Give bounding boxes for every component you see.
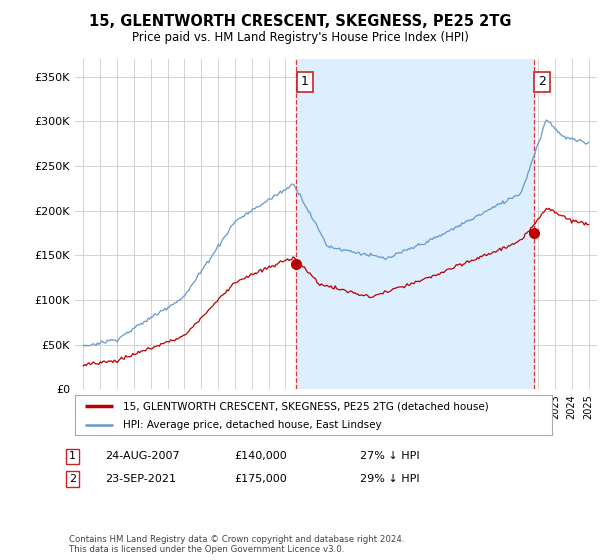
Text: 24-AUG-2007: 24-AUG-2007 xyxy=(105,451,179,461)
Text: 29% ↓ HPI: 29% ↓ HPI xyxy=(360,474,419,484)
Bar xyxy=(296,59,533,389)
Text: 2: 2 xyxy=(538,76,546,88)
Text: HPI: Average price, detached house, East Lindsey: HPI: Average price, detached house, East… xyxy=(123,419,382,430)
Text: 15, GLENTWORTH CRESCENT, SKEGNESS, PE25 2TG: 15, GLENTWORTH CRESCENT, SKEGNESS, PE25 … xyxy=(89,14,511,29)
Text: 2: 2 xyxy=(69,474,76,484)
Text: Contains HM Land Registry data © Crown copyright and database right 2024.
This d: Contains HM Land Registry data © Crown c… xyxy=(69,535,404,554)
Text: 1: 1 xyxy=(301,76,309,88)
Text: £175,000: £175,000 xyxy=(234,474,287,484)
Text: 1: 1 xyxy=(69,451,76,461)
Text: £140,000: £140,000 xyxy=(234,451,287,461)
Text: Price paid vs. HM Land Registry's House Price Index (HPI): Price paid vs. HM Land Registry's House … xyxy=(131,31,469,44)
Text: 15, GLENTWORTH CRESCENT, SKEGNESS, PE25 2TG (detached house): 15, GLENTWORTH CRESCENT, SKEGNESS, PE25 … xyxy=(123,401,488,411)
Text: 23-SEP-2021: 23-SEP-2021 xyxy=(105,474,176,484)
Text: 27% ↓ HPI: 27% ↓ HPI xyxy=(360,451,419,461)
